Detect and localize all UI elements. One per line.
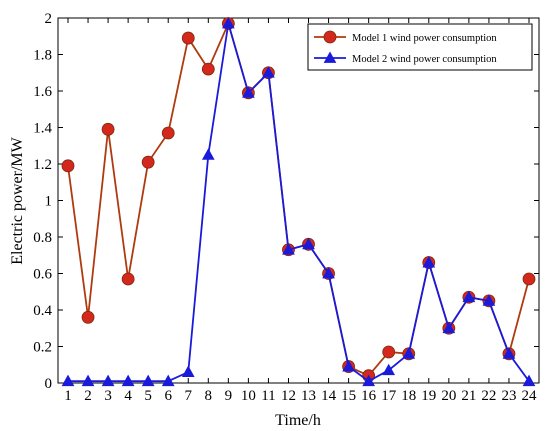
y-tick-label: 2: [45, 11, 53, 27]
x-tick-label: 1: [64, 388, 72, 404]
x-tick-label: 18: [401, 388, 416, 404]
y-tick-label: 0: [45, 376, 53, 392]
data-point: [502, 347, 516, 359]
data-point: [181, 365, 195, 377]
x-tick-label: 5: [144, 388, 152, 404]
plot-frame: [57, 17, 540, 384]
legend-item: Model 2 wind power consumption: [314, 51, 497, 65]
legend-swatch-marker: [323, 51, 337, 63]
data-point: [402, 347, 416, 359]
data-point: [201, 148, 215, 160]
y-tick-label: 1.6: [33, 84, 52, 100]
data-point: [282, 243, 295, 255]
x-tick-label: 11: [261, 388, 275, 404]
series-line: [67, 20, 530, 377]
x-tick-label: 4: [124, 388, 132, 404]
data-point: [201, 62, 215, 76]
data-point: [81, 374, 95, 387]
y-tick-label: 1.2: [33, 157, 52, 173]
series-layer: [61, 16, 536, 387]
data-point: [181, 31, 195, 45]
y-tick-label: 0.6: [33, 267, 52, 283]
data-point: [522, 272, 536, 286]
data-point: [141, 374, 155, 387]
data-point: [61, 374, 75, 387]
x-tick-label: 23: [501, 388, 516, 404]
data-point: [482, 294, 496, 306]
series-1: [61, 17, 536, 383]
y-tick-label: 1.8: [33, 48, 52, 64]
x-tick-label: 14: [321, 388, 337, 404]
x-tick-label: 24: [522, 388, 538, 404]
x-tick-label: 7: [185, 388, 193, 404]
series-line: [68, 23, 530, 383]
y-tick-label: 0.2: [33, 340, 52, 356]
data-point: [161, 374, 175, 387]
data-point: [61, 159, 75, 173]
x-tick-label: 16: [361, 388, 377, 404]
y-tick-label: 0.4: [33, 303, 52, 319]
x-axis-title: Time/h: [275, 412, 321, 429]
x-tick-label: 3: [104, 388, 112, 404]
x-tick-label: 8: [205, 388, 213, 404]
x-tick-label: 10: [241, 388, 256, 404]
data-point: [302, 237, 315, 250]
x-tick-label: 20: [441, 388, 456, 404]
x-tick-label: 17: [381, 388, 397, 404]
data-point: [121, 272, 135, 286]
data-point: [101, 374, 115, 387]
axes: 00.20.40.60.811.21.41.61.821 2 3 4 5 6 7 8 9 10 11…: [33, 11, 540, 404]
data-point: [462, 290, 476, 303]
x-tick-label: 22: [481, 388, 496, 404]
legend: Model 1 wind power consumption Model 2 wi…: [307, 23, 533, 71]
legend-label: Model 2 wind power consumption: [352, 54, 497, 65]
data-point: [262, 66, 275, 78]
data-point: [161, 126, 175, 140]
data-point: [242, 86, 255, 98]
data-point: [221, 16, 235, 29]
legend-item: Model 1 wind power consumption: [314, 30, 497, 44]
y-tick-label: 1.4: [33, 121, 52, 137]
x-tick-label: 12: [281, 388, 296, 404]
data-point: [522, 374, 536, 387]
data-point: [101, 122, 115, 136]
data-point: [322, 266, 335, 279]
x-tick-label: 15: [341, 388, 356, 404]
legend-box: [307, 23, 533, 71]
y-axis-title: Electric power/MW: [9, 136, 26, 264]
x-tick-label: 6: [164, 388, 172, 404]
x-tick-label: 2: [84, 388, 92, 404]
data-point: [121, 374, 135, 387]
data-point: [81, 310, 95, 324]
x-tick-label: 9: [225, 388, 233, 404]
legend-swatch-marker: [323, 30, 337, 44]
data-point: [362, 374, 376, 387]
legend-label: Model 1 wind power consumption: [352, 33, 497, 44]
data-point: [342, 360, 355, 372]
data-point: [382, 345, 396, 359]
x-tick-label: 21: [461, 388, 476, 404]
y-tick-label: 0.8: [33, 230, 52, 246]
x-tick-label: 13: [301, 388, 316, 404]
data-point: [141, 155, 155, 169]
data-point: [382, 363, 396, 376]
y-tick-label: 1: [45, 194, 53, 210]
x-tick-label: 19: [421, 388, 436, 404]
data-point: [442, 321, 456, 334]
series-2: [61, 16, 536, 387]
data-point: [422, 256, 436, 268]
